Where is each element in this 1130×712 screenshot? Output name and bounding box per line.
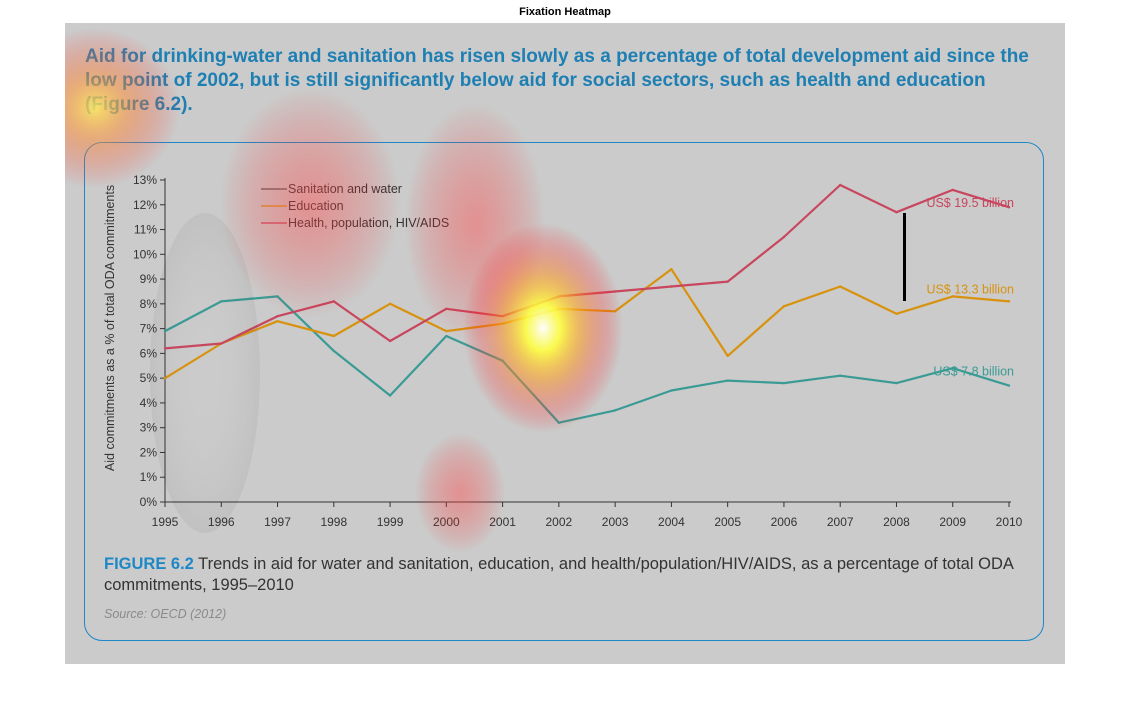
data-point (220, 342, 223, 345)
x-tick-label: 2004 (658, 515, 685, 529)
x-tick-label: 1995 (152, 515, 179, 529)
data-point (895, 312, 898, 315)
figure-title: Fixation Heatmap (519, 6, 611, 18)
data-point (332, 349, 335, 353)
data-point (332, 334, 335, 338)
end-label: US$ 7.8 billion (933, 365, 1014, 379)
end-labels: US$ 7.8 billion US$ 13.3 billion US$ 19.5 … (926, 196, 1014, 378)
y-tick-label: 7% (140, 322, 158, 336)
data-point (951, 295, 954, 298)
x-tick-label: 2005 (714, 515, 741, 529)
data-point (726, 354, 729, 358)
chart-legend: Sanitation and water Education Health, pop… (261, 182, 449, 230)
source-note: Source: OECD (2012) (104, 607, 227, 621)
legend-entry: Sanitation and water (288, 182, 402, 196)
data-point (613, 290, 617, 293)
heatmap-stage: Aid for drinking-water and sanitation ha… (65, 23, 1065, 664)
data-point (613, 409, 617, 412)
series-line-education (164, 268, 1010, 380)
data-point (670, 267, 673, 271)
data-point (163, 347, 167, 350)
x-tick-label: 1998 (320, 515, 347, 529)
data-point (782, 305, 786, 308)
data-point (895, 381, 898, 385)
data-point (839, 183, 842, 187)
data-point (220, 300, 223, 303)
y-tick-label: 4% (140, 396, 158, 410)
data-point (557, 295, 561, 298)
data-point (388, 302, 392, 306)
data-point (782, 381, 786, 385)
figure-panel (84, 142, 1044, 641)
y-tick-label: 0% (140, 495, 158, 509)
y-tick-label: 11% (134, 223, 157, 237)
data-point (445, 329, 448, 333)
y-tick-label: 6% (140, 346, 158, 360)
data-point (276, 295, 279, 298)
data-point (895, 211, 898, 214)
y-tick-label: 1% (140, 470, 158, 484)
x-tick-label: 1999 (377, 515, 404, 529)
x-tick-label: 2002 (546, 515, 573, 529)
y-tick-label: 2% (140, 445, 158, 459)
y-tick-label: 5% (140, 371, 158, 385)
data-point (501, 322, 504, 325)
y-tick-label: 12% (133, 198, 157, 212)
data-point (388, 339, 392, 343)
legend-entry: Education (288, 199, 344, 213)
legend-entry: Health, population, HIV/AIDS (288, 216, 449, 230)
x-tick-label: 2000 (433, 515, 460, 529)
data-point (726, 379, 729, 382)
data-point (332, 300, 335, 303)
x-tick-label: 2010 (996, 515, 1023, 529)
end-label: US$ 13.3 billion (926, 282, 1014, 296)
data-point (782, 235, 786, 239)
data-point (951, 367, 954, 370)
data-point (501, 315, 504, 318)
data-point (1007, 384, 1011, 387)
data-point (1007, 206, 1011, 209)
data-point (670, 285, 673, 288)
figure-caption: FIGURE 6.2 Trends in aid for water and s… (104, 554, 1034, 596)
y-tick-label: 3% (140, 421, 158, 435)
data-point (163, 376, 167, 380)
x-tick-label: 2008 (883, 515, 910, 529)
x-tick-label: 2009 (939, 515, 966, 529)
data-point (501, 359, 504, 363)
data-point (445, 307, 448, 310)
x-tick-label: 2007 (827, 515, 854, 529)
y-tick-labels: 0% 1% 2% 3% 4% 5% 6% 7% 8% 9% 10% 11% 12% 13% (133, 173, 157, 509)
data-point (670, 389, 673, 392)
data-point (613, 310, 617, 313)
x-tick-label: 2006 (771, 515, 798, 529)
data-point (163, 329, 167, 333)
data-point (951, 188, 954, 192)
data-point (276, 315, 279, 318)
series-line-sanitation-and-water (164, 295, 1010, 424)
data-point (557, 421, 561, 424)
data-point (1007, 300, 1011, 303)
y-tick-label: 9% (140, 272, 158, 286)
y-tick-label: 8% (140, 297, 158, 311)
data-point (445, 334, 448, 338)
end-label: US$ 19.5 billion (926, 196, 1014, 210)
y-tick-label: 10% (133, 247, 157, 261)
data-point (276, 319, 279, 323)
x-tick-label: 2003 (602, 515, 629, 529)
x-tick-labels: 1995 1996 1997 1998 1999 2000 2001 2002 2003 2004… (152, 515, 1023, 529)
caption-label: FIGURE 6.2 (104, 555, 194, 573)
data-point (839, 374, 842, 377)
caption-text: Trends in aid for water and sanitation, … (104, 555, 1013, 594)
data-point (557, 307, 561, 310)
data-point (839, 285, 842, 288)
y-tick-label: 13% (133, 173, 157, 187)
y-axis-label: Aid commitments as a % of total ODA comm… (103, 185, 117, 471)
data-point (726, 280, 729, 283)
x-tick-label: 2001 (489, 515, 516, 529)
x-tick-label: 1997 (264, 515, 291, 529)
data-point (388, 394, 392, 397)
x-tick-label: 1996 (208, 515, 235, 529)
